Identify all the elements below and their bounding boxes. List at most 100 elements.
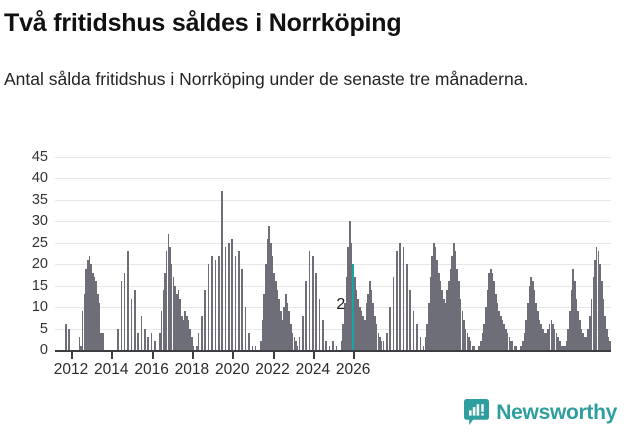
x-tick — [70, 352, 73, 359]
bar — [95, 281, 97, 350]
bar — [278, 298, 280, 350]
newsworthy-logo[interactable]: Newsworthy — [464, 399, 617, 427]
bar — [437, 272, 440, 350]
bar — [133, 289, 136, 350]
x-tick-label: 2016 — [134, 361, 169, 378]
bar — [501, 319, 504, 350]
bar — [375, 324, 378, 350]
bar — [217, 255, 220, 350]
gridline — [55, 178, 611, 180]
bar — [241, 268, 244, 350]
bar — [81, 311, 84, 350]
bar — [348, 221, 351, 350]
bar — [144, 328, 146, 350]
bar — [174, 285, 176, 350]
bar — [201, 315, 203, 350]
bar — [607, 337, 610, 350]
bar — [231, 238, 233, 350]
x-tick — [191, 352, 194, 359]
bar — [281, 319, 284, 350]
gridline — [55, 328, 611, 330]
bar — [493, 281, 495, 350]
bar — [486, 289, 489, 350]
gridline — [55, 199, 611, 201]
bar — [374, 315, 376, 350]
bar — [515, 345, 517, 350]
bar — [537, 311, 539, 350]
bar — [439, 281, 442, 350]
bar — [506, 332, 509, 350]
bar — [179, 298, 181, 350]
bar — [298, 337, 301, 350]
x-tick — [353, 352, 356, 359]
gridline — [55, 285, 611, 287]
bar — [123, 272, 126, 350]
bar — [184, 311, 186, 350]
bar — [238, 251, 240, 350]
bar — [454, 251, 457, 350]
bar — [560, 345, 563, 350]
bar — [259, 341, 262, 350]
bar-chart-bubble-icon — [464, 399, 490, 427]
bar — [444, 302, 447, 350]
bar — [175, 294, 178, 350]
bar — [137, 332, 139, 350]
bar — [165, 251, 168, 350]
bar — [264, 264, 267, 350]
bar — [490, 268, 492, 350]
bar — [399, 242, 401, 350]
bar — [214, 259, 217, 350]
bar — [271, 255, 274, 350]
bar — [481, 332, 484, 350]
bar — [597, 251, 600, 350]
bar — [582, 332, 585, 350]
bar — [254, 345, 257, 350]
bar — [345, 277, 348, 350]
bar — [402, 247, 405, 350]
bar-chart: 0 5 10 15 20 25 30 35 40 45 2012 2014 2016 2018 2020 2… — [0, 140, 631, 390]
bar — [535, 302, 537, 350]
bar — [459, 298, 462, 350]
bar — [315, 272, 317, 350]
bar — [170, 264, 173, 350]
y-tick-label: 10 — [31, 299, 48, 316]
bar — [197, 332, 200, 350]
bar — [312, 255, 314, 350]
bar — [290, 324, 292, 350]
x-axis-line — [55, 350, 611, 352]
bar — [191, 337, 193, 350]
bar — [479, 341, 482, 350]
bar — [78, 337, 81, 350]
bar — [328, 345, 331, 350]
bar — [540, 324, 543, 350]
bar — [496, 302, 499, 350]
bar — [154, 341, 156, 350]
bar — [461, 311, 464, 350]
last-value-label: 2 — [336, 296, 346, 313]
bar — [322, 319, 324, 350]
bar — [350, 242, 353, 350]
bar — [488, 272, 490, 350]
bar — [305, 281, 307, 350]
y-tick-label: 45 — [31, 149, 48, 165]
bar — [364, 319, 366, 350]
bar — [263, 294, 265, 350]
logo-wordmark: Newsworthy — [496, 401, 617, 424]
gridline — [55, 221, 611, 223]
bar — [177, 289, 180, 350]
y-tick-label: 15 — [31, 277, 48, 294]
page-title: Två fritidshus såldes i Norrköping — [4, 9, 402, 37]
bar — [579, 319, 581, 350]
bar — [510, 341, 512, 350]
bar — [91, 272, 94, 350]
bar — [498, 311, 501, 350]
bar — [595, 247, 598, 350]
bar — [308, 251, 311, 350]
y-tick-label: 0 — [39, 342, 48, 358]
bar — [555, 332, 558, 350]
x-tick-label: 2018 — [174, 361, 210, 378]
bar — [187, 319, 190, 350]
bar — [456, 268, 459, 350]
bar — [577, 311, 579, 350]
bar — [251, 345, 254, 350]
